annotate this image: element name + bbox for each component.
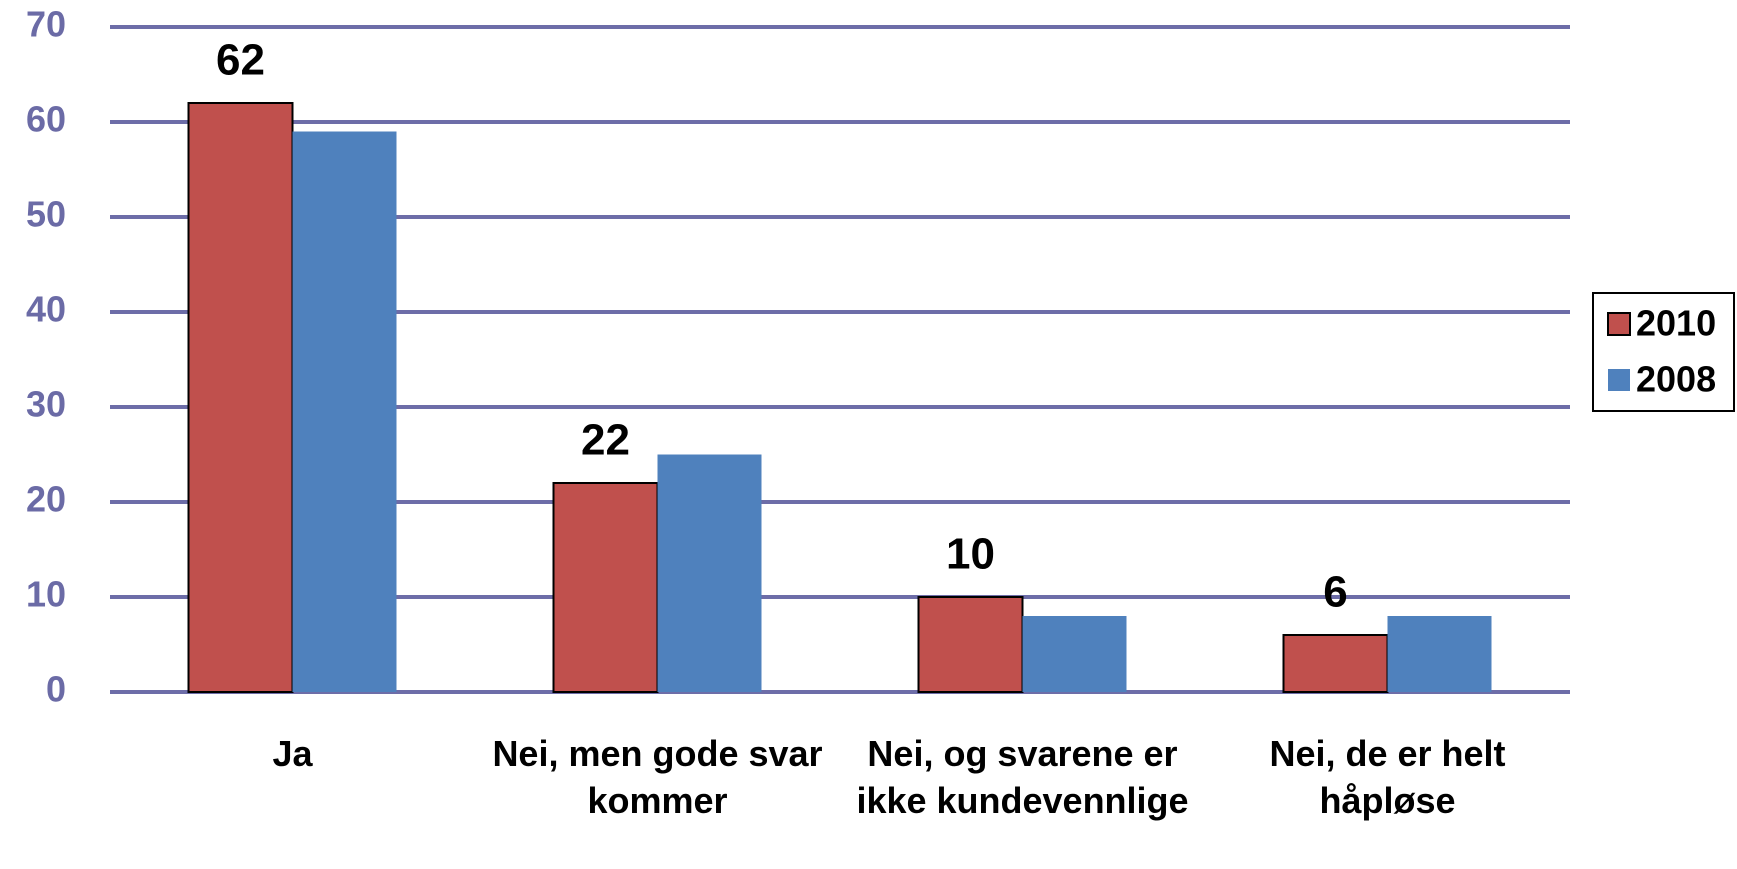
bar <box>187 102 294 693</box>
y-tick-label: 30 <box>26 384 66 425</box>
legend-swatch <box>1608 369 1630 391</box>
legend-label: 2008 <box>1636 359 1716 400</box>
legend-label: 2010 <box>1636 303 1716 344</box>
y-tick-label: 0 <box>46 669 66 710</box>
bar <box>1022 616 1127 692</box>
bar <box>917 596 1024 693</box>
y-tick-label: 10 <box>26 574 66 615</box>
data-label: 6 <box>1323 568 1347 617</box>
bar <box>657 454 762 692</box>
y-tick-label: 60 <box>26 99 66 140</box>
x-tick-label: Nei, men gode svar kommer <box>492 733 823 821</box>
bar <box>1282 634 1389 693</box>
bar <box>552 482 659 693</box>
y-tick-label: 50 <box>26 194 66 235</box>
data-label: 22 <box>581 416 630 465</box>
legend-swatch <box>1607 312 1631 336</box>
x-tick-label: Nei, og svarene er ikke kundevennlige <box>856 733 1189 821</box>
y-tick-label: 70 <box>26 4 66 45</box>
y-tick-label: 20 <box>26 479 66 520</box>
data-label: 10 <box>946 530 995 579</box>
y-tick-label: 40 <box>26 289 66 330</box>
bar <box>292 131 397 692</box>
x-tick-label: Ja <box>272 733 313 774</box>
x-tick-label: Nei, de er helt håpløse <box>1269 733 1506 821</box>
bar <box>1387 616 1492 692</box>
data-label: 62 <box>216 36 265 85</box>
